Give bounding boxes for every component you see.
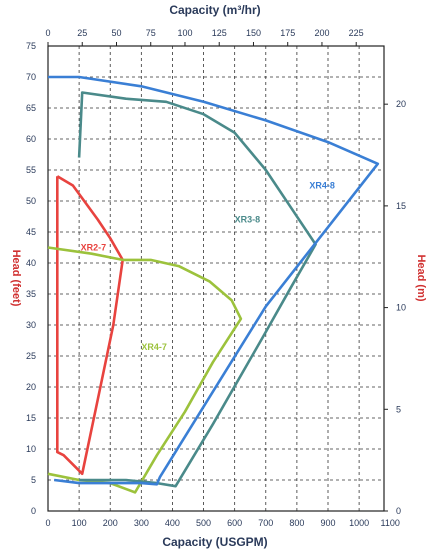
left-axis-ticks: 0 5 10 15 20 25 30 35 40 45 50 55 60 65 70 75	[26, 41, 36, 516]
top-tick-label: 175	[280, 28, 295, 38]
left-tick-label: 70	[26, 72, 36, 82]
bottom-tick-label: 0	[45, 518, 50, 528]
top-tick-label: 25	[77, 28, 87, 38]
series-xr4-7-line	[47, 246, 243, 494]
right-tick-label: 5	[396, 404, 401, 414]
grid	[48, 46, 384, 511]
left-tick-label: 20	[26, 382, 36, 392]
left-tick-label: 50	[26, 196, 36, 206]
series-group: XR2-7 XR4-7 XR3-8 XR4-8	[47, 75, 380, 494]
top-tick-label: 75	[146, 28, 156, 38]
bottom-tick-label: 1000	[349, 518, 369, 528]
bottom-tick-label: 400	[165, 518, 180, 528]
bottom-tick-label: 500	[196, 518, 211, 528]
top-axis-title: Capacity (m³/hr)	[169, 3, 260, 17]
right-tick-label: 20	[396, 99, 406, 109]
bottom-axis-ticks: 0 100 200 300 400 500 600 700 800 900 1000 1100	[45, 518, 399, 528]
left-axis-title: Head (feet)	[10, 250, 22, 307]
series-xr3-8-label: XR3-8	[235, 215, 261, 225]
top-tick-label: 125	[212, 28, 227, 38]
series-xr2-7-label: XR2-7	[81, 243, 107, 253]
right-axis-title: Head (m)	[415, 254, 427, 301]
left-tick-label: 30	[26, 320, 36, 330]
bottom-tick-label: 700	[258, 518, 273, 528]
series-xr4-8-line	[48, 75, 380, 486]
series-xr2-7-line	[55, 175, 124, 476]
left-tick-label: 10	[26, 444, 36, 454]
bottom-tick-label: 200	[103, 518, 118, 528]
top-axis-ticks: 0 25 50 75 100 125 150 175 200 225	[45, 28, 364, 46]
bottom-tick-label: 800	[289, 518, 304, 528]
left-tick-label: 65	[26, 103, 36, 113]
right-tick-label: 10	[396, 303, 406, 313]
plot-frame	[47, 45, 385, 512]
left-tick-label: 40	[26, 258, 36, 268]
series-xr3-8-line	[77, 91, 317, 488]
bottom-tick-label: 100	[72, 518, 87, 528]
right-tick-label: 15	[396, 201, 406, 211]
right-axis-ticks: 0 5 10 15 20	[384, 99, 406, 516]
top-tick-label: 225	[349, 28, 364, 38]
left-tick-label: 0	[31, 506, 36, 516]
right-tick-label: 0	[396, 506, 401, 516]
series-xr4-7-label: XR4-7	[141, 342, 167, 352]
left-tick-label: 75	[26, 41, 36, 51]
top-tick-label: 200	[314, 28, 329, 38]
left-tick-label: 5	[31, 475, 36, 485]
top-tick-label: 50	[111, 28, 121, 38]
top-tick-label: 150	[246, 28, 261, 38]
bottom-tick-label: 1100	[381, 518, 400, 528]
bottom-axis-title: Capacity (USGPM)	[162, 535, 267, 549]
bottom-tick-label: 900	[320, 518, 335, 528]
series-xr4-8-label: XR4-8	[309, 181, 335, 191]
left-tick-label: 25	[26, 351, 36, 361]
bottom-tick-label: 600	[227, 518, 242, 528]
left-tick-label: 60	[26, 134, 36, 144]
top-tick-label: 0	[45, 28, 50, 38]
bottom-tick-label: 300	[134, 518, 149, 528]
left-tick-label: 35	[26, 289, 36, 299]
left-tick-label: 15	[26, 413, 36, 423]
left-tick-label: 45	[26, 227, 36, 237]
top-tick-label: 100	[177, 28, 192, 38]
left-tick-label: 55	[26, 165, 36, 175]
